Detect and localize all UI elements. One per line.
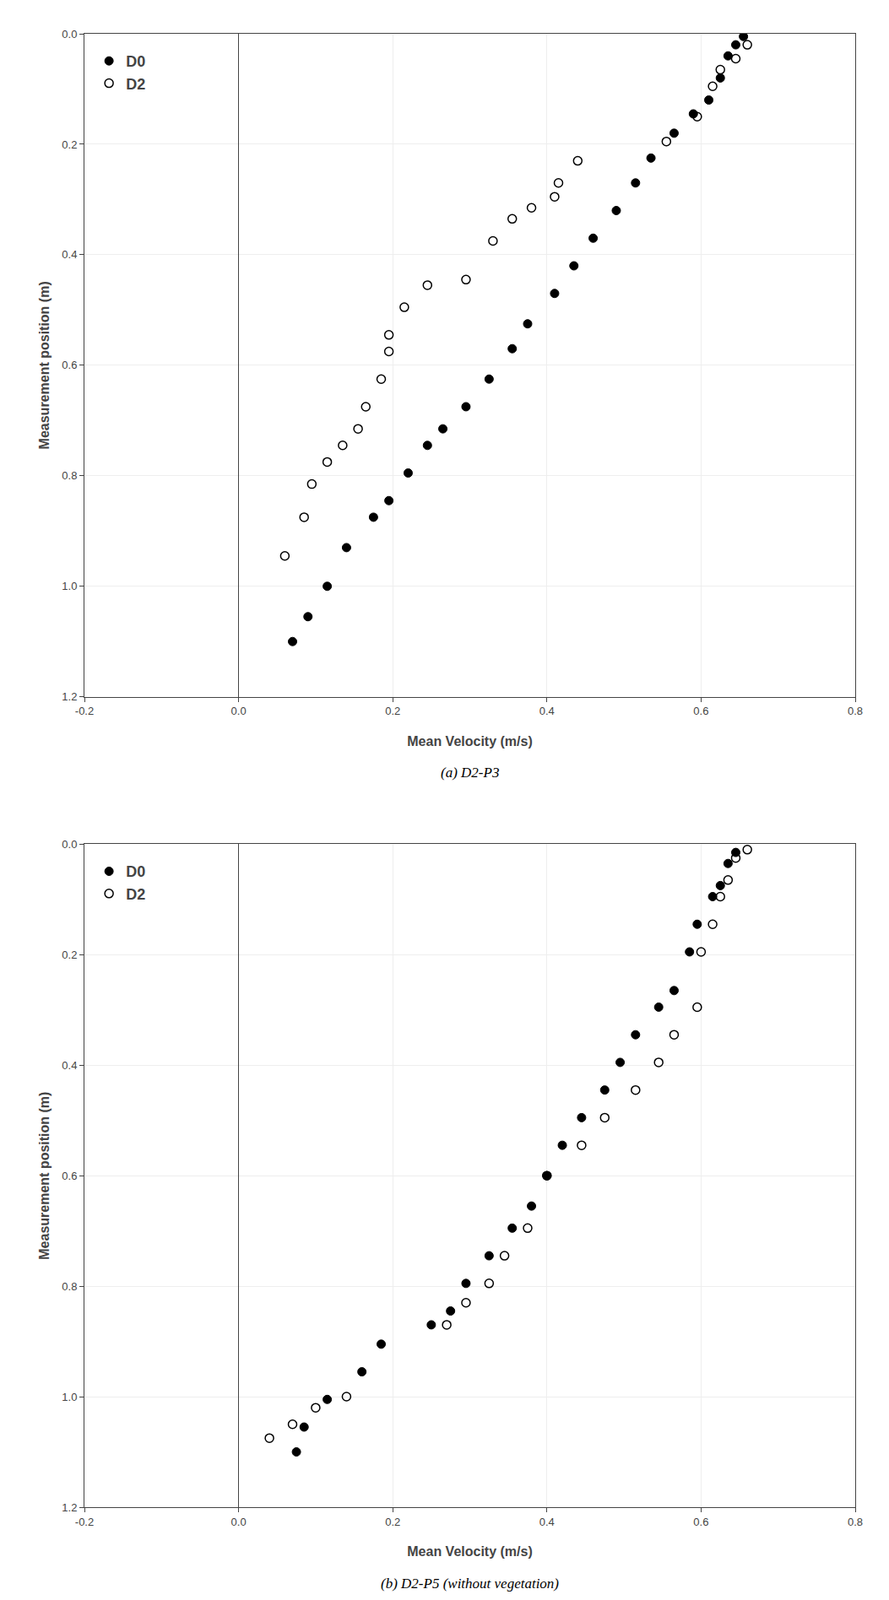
- svg-text:0.4: 0.4: [61, 1059, 77, 1073]
- svg-text:0.2: 0.2: [61, 138, 77, 152]
- svg-text:1.0: 1.0: [61, 1391, 77, 1404]
- svg-text:D2: D2: [125, 886, 146, 904]
- svg-text:0.6: 0.6: [61, 1170, 77, 1183]
- svg-text:Measurement position (m): Measurement position (m): [37, 281, 52, 450]
- svg-text:0.0: 0.0: [61, 27, 77, 41]
- svg-text:0.0: 0.0: [61, 838, 77, 852]
- svg-text:0.4: 0.4: [539, 704, 555, 718]
- svg-text:D2: D2: [125, 75, 146, 93]
- svg-text:0.8: 0.8: [847, 1516, 863, 1529]
- svg-text:Measurement position (m): Measurement position (m): [37, 1092, 52, 1261]
- svg-text:0.6: 0.6: [693, 1516, 709, 1529]
- svg-text:0.6: 0.6: [61, 358, 77, 372]
- svg-text:D0: D0: [125, 53, 146, 71]
- svg-text:0.2: 0.2: [384, 1516, 401, 1529]
- svg-text:1.2: 1.2: [61, 1501, 77, 1515]
- svg-text:D0: D0: [125, 863, 146, 881]
- svg-text:Mean Velocity (m/s): Mean Velocity (m/s): [406, 734, 533, 749]
- svg-text:0.4: 0.4: [61, 248, 77, 261]
- svg-text:0.6: 0.6: [693, 704, 709, 718]
- svg-text:0.8: 0.8: [847, 704, 863, 718]
- svg-text:Mean Velocity (m/s): Mean Velocity (m/s): [406, 1544, 533, 1560]
- svg-text:-0.2: -0.2: [75, 704, 94, 718]
- svg-text:1.2: 1.2: [61, 690, 77, 704]
- svg-text:0.8: 0.8: [61, 469, 77, 483]
- svg-text:-0.2: -0.2: [75, 1516, 94, 1529]
- svg-text:0.2: 0.2: [384, 704, 401, 718]
- svg-text:0.0: 0.0: [231, 1516, 247, 1529]
- svg-text:1.0: 1.0: [61, 580, 77, 593]
- svg-text:0.8: 0.8: [61, 1280, 77, 1294]
- svg-text:(b) D2-P5 (without vegetation): (b) D2-P5 (without vegetation): [380, 1576, 559, 1593]
- svg-text:0.0: 0.0: [231, 704, 247, 718]
- svg-text:0.4: 0.4: [539, 1516, 555, 1529]
- svg-text:0.2: 0.2: [61, 948, 77, 962]
- svg-text:(a) D2-P3: (a) D2-P3: [440, 764, 499, 781]
